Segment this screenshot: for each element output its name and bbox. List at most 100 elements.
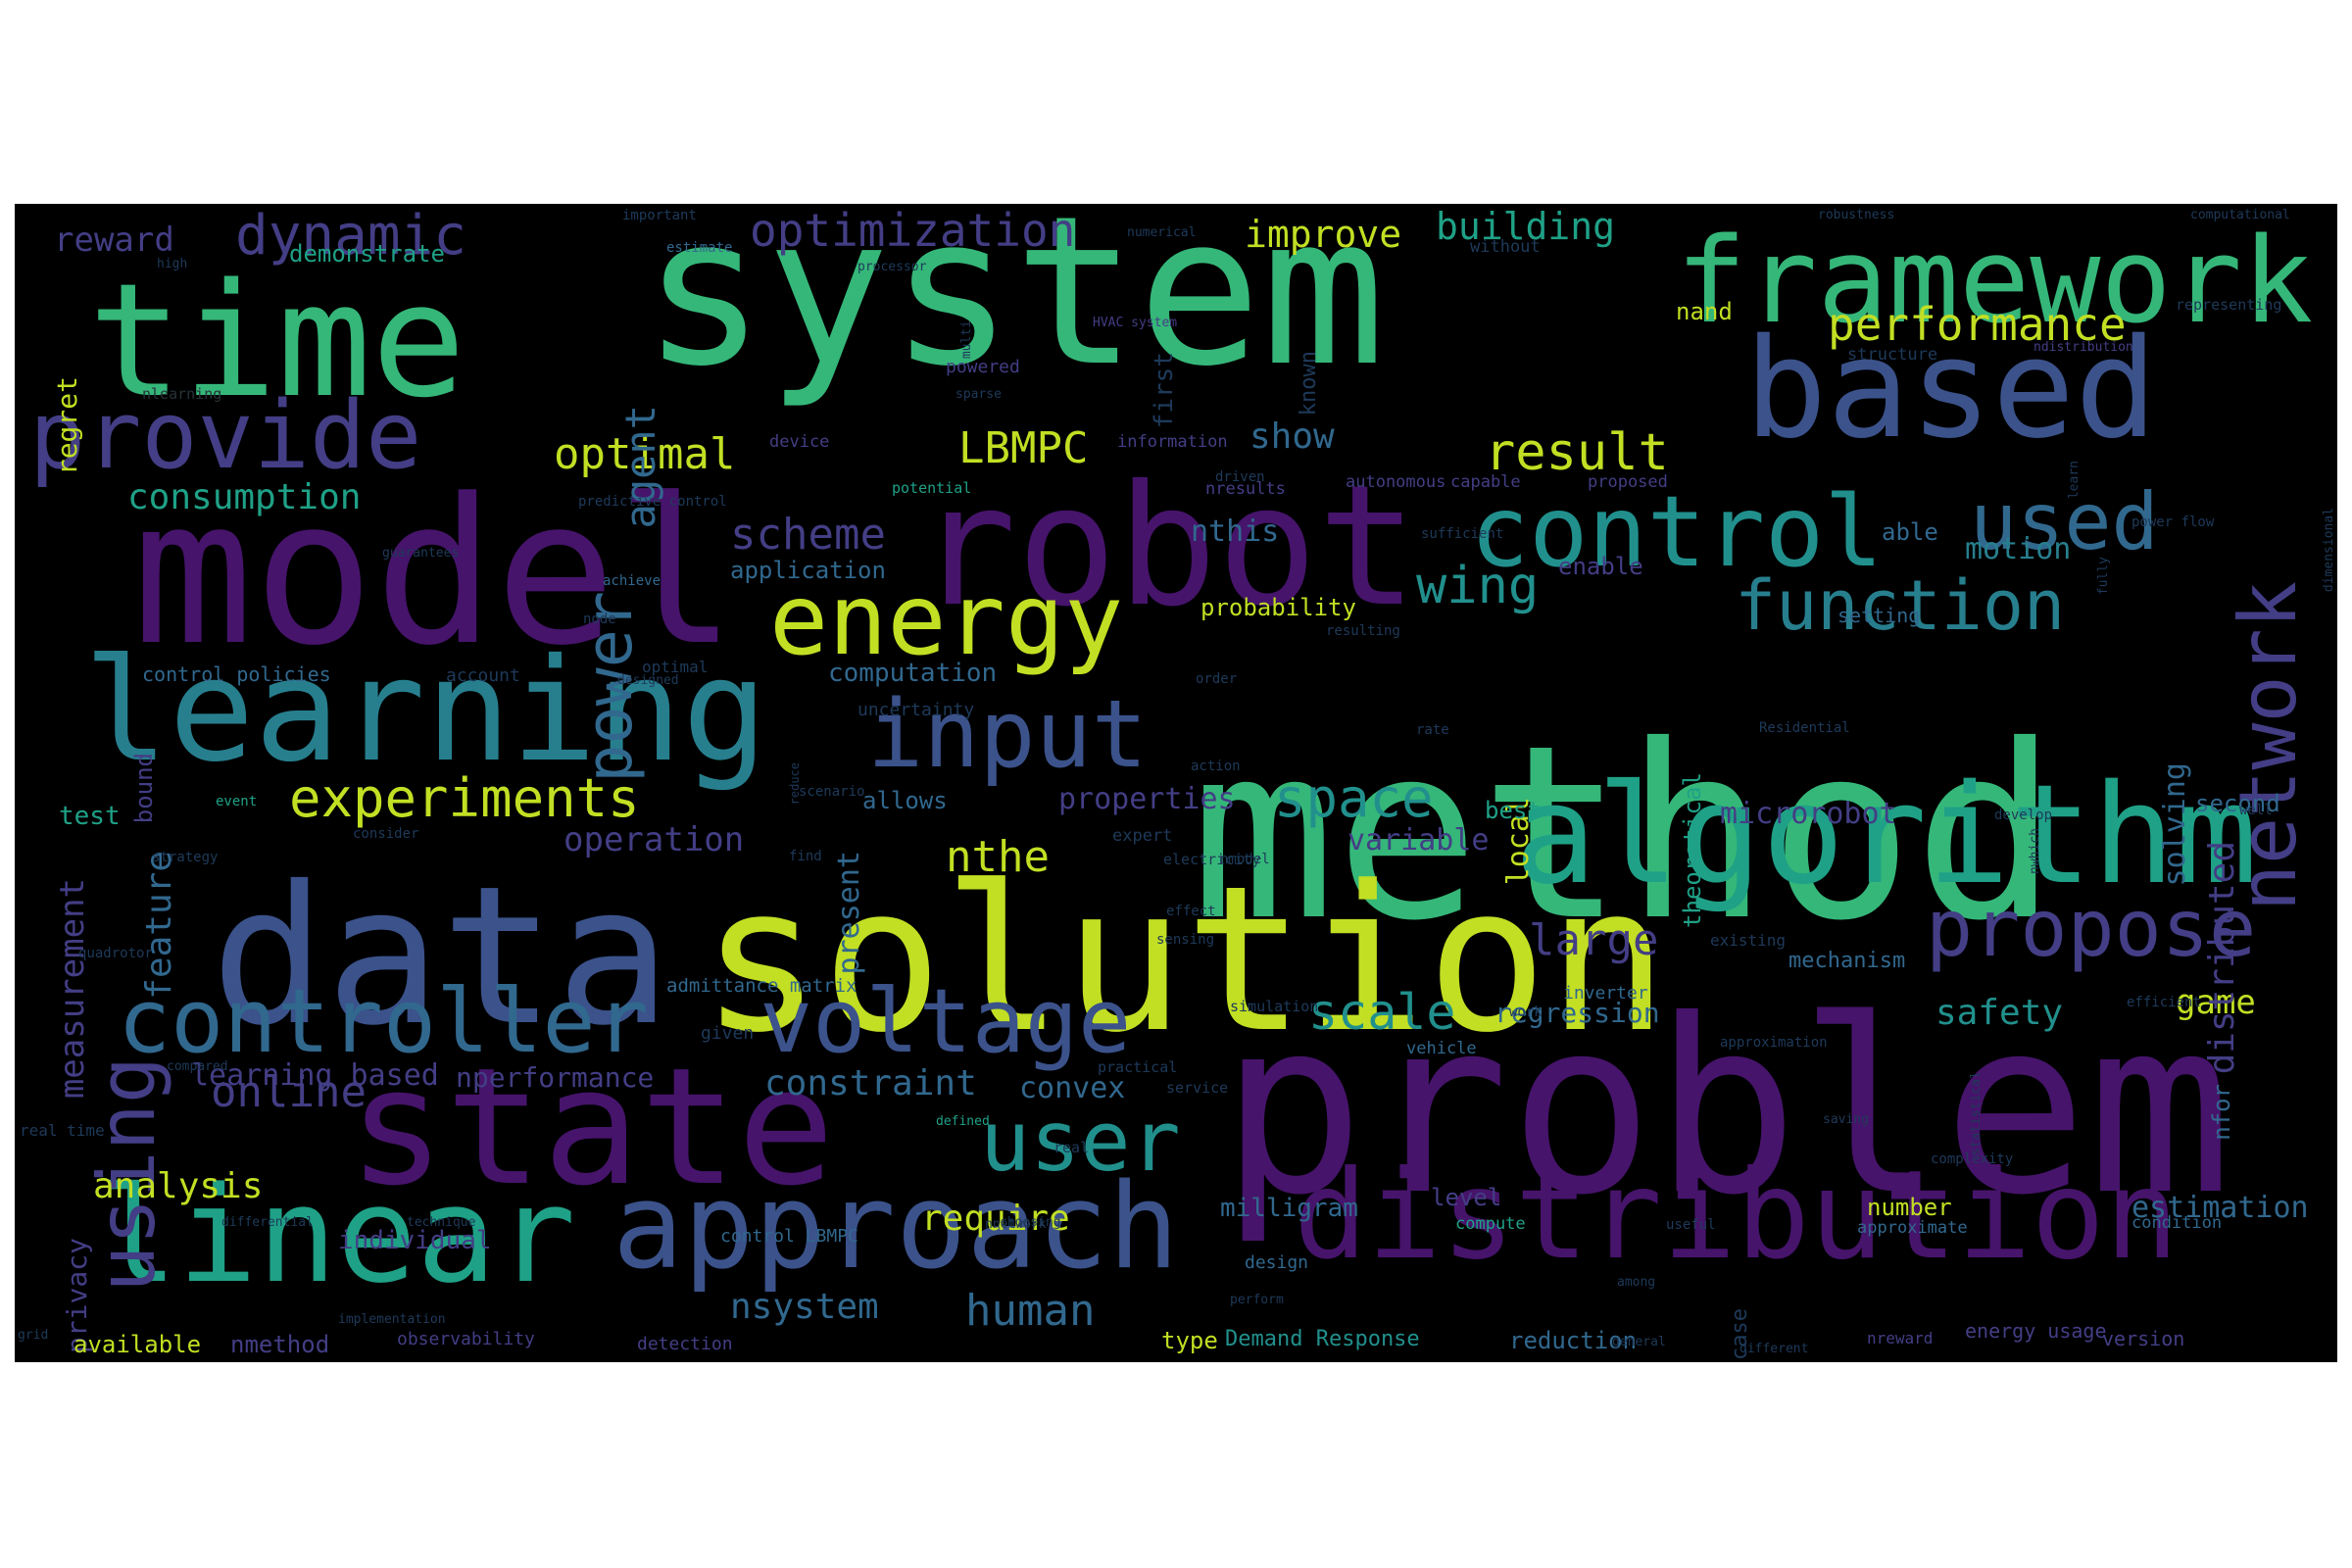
cloud-word: defined bbox=[936, 1114, 990, 1129]
cloud-word: information bbox=[1117, 432, 1228, 452]
cloud-word: approximate bbox=[1857, 1218, 1968, 1238]
cloud-word: powered bbox=[946, 357, 1020, 377]
cloud-word: simulation bbox=[1230, 998, 1319, 1015]
cloud-word: numerical bbox=[1127, 225, 1197, 240]
cloud-word: framework bbox=[1676, 214, 2314, 350]
cloud-word: linear bbox=[98, 1158, 576, 1312]
cloud-word: estimate bbox=[666, 240, 733, 256]
cloud-word: controller bbox=[118, 970, 649, 1073]
cloud-word: among bbox=[1617, 1275, 1656, 1290]
cloud-word: optimal bbox=[554, 429, 736, 479]
cloud-word: performance bbox=[1828, 298, 2127, 351]
cloud-word: saving bbox=[1823, 1112, 1869, 1127]
cloud-word: building bbox=[1436, 205, 1616, 248]
cloud-word: wing bbox=[1416, 557, 1540, 615]
cloud-word: representing bbox=[2176, 296, 2282, 314]
cloud-word: achieve bbox=[603, 573, 662, 589]
cloud-word: sparse bbox=[956, 387, 1002, 402]
cloud-word: LBMPC bbox=[958, 423, 1089, 473]
cloud-word: without bbox=[1470, 237, 1541, 257]
cloud-word: nand bbox=[1676, 298, 1733, 325]
cloud-word: power flow bbox=[2132, 514, 2215, 530]
cloud-word: consumption bbox=[127, 477, 362, 517]
cloud-word: predictive control bbox=[578, 494, 727, 510]
cloud-word: energy usage bbox=[1965, 1319, 2107, 1343]
cloud-word: improve bbox=[1245, 213, 1402, 256]
cloud-word: online bbox=[211, 1067, 367, 1117]
cloud-word: allows bbox=[862, 787, 948, 814]
cloud-word: ndistribution bbox=[2034, 340, 2133, 355]
cloud-word: feature bbox=[139, 851, 179, 1000]
cloud-word: demonstrate bbox=[289, 240, 445, 268]
cloud-word: proposed bbox=[1588, 472, 1668, 492]
cloud-word: provide bbox=[29, 382, 422, 490]
cloud-word: inverter bbox=[1563, 983, 1648, 1004]
cloud-word: algorithm bbox=[1514, 756, 2258, 915]
cloud-word: constraint bbox=[764, 1063, 977, 1103]
cloud-word: observability bbox=[397, 1329, 535, 1349]
cloud-word: practical bbox=[1098, 1058, 1178, 1076]
cloud-word: nmodel bbox=[1220, 852, 1270, 867]
cloud-word: computation bbox=[828, 659, 998, 688]
cloud-word: potential bbox=[892, 479, 972, 497]
cloud-word: Residential bbox=[1759, 720, 1850, 736]
cloud-word: human bbox=[965, 1286, 1096, 1336]
cloud-word: efficient bbox=[2127, 995, 2201, 1010]
cloud-word: used bbox=[1970, 476, 2159, 567]
cloud-word: sensing bbox=[1156, 932, 1215, 948]
cloud-word: space bbox=[1274, 767, 1434, 829]
cloud-word: large bbox=[1529, 915, 1659, 965]
cloud-word: dimensional bbox=[2322, 508, 2336, 593]
cloud-word: HVAC system bbox=[1093, 316, 1178, 330]
cloud-word: type bbox=[1161, 1327, 1218, 1354]
cloud-word: expert bbox=[1112, 826, 1173, 846]
cloud-word: structure bbox=[1847, 345, 1938, 365]
cloud-word: regret bbox=[51, 376, 83, 476]
cloud-word: available bbox=[74, 1331, 202, 1358]
cloud-word: system bbox=[642, 204, 1386, 412]
cloud-word: approximation bbox=[1720, 1035, 1828, 1051]
cloud-word: distributed bbox=[2202, 841, 2242, 1075]
cloud-word: nreward bbox=[1867, 1329, 1934, 1348]
cloud-word: estimation bbox=[2132, 1191, 2309, 1225]
cloud-word: nresults bbox=[1205, 479, 1286, 499]
cloud-word: compute bbox=[1455, 1214, 1526, 1234]
cloud-word: Demand Response bbox=[1225, 1327, 1420, 1351]
cloud-word: nwhich bbox=[2028, 828, 2042, 874]
cloud-word: real bbox=[1054, 1139, 1090, 1156]
cloud-word: properties bbox=[1058, 782, 1236, 816]
cloud-word: test bbox=[59, 802, 121, 831]
cloud-word: control policies bbox=[142, 662, 331, 686]
cloud-word: operation bbox=[564, 820, 745, 859]
cloud-word: solving bbox=[2158, 762, 2192, 887]
cloud-word: level bbox=[1431, 1184, 1502, 1211]
cloud-word: multi bbox=[959, 320, 974, 360]
cloud-word: approach bbox=[612, 1159, 1179, 1296]
cloud-word: regression bbox=[1494, 997, 1660, 1029]
cloud-word: known bbox=[1297, 351, 1321, 416]
cloud-word: nsystem bbox=[730, 1287, 879, 1327]
cloud-word: compared bbox=[167, 1059, 228, 1074]
cloud-word: milligram bbox=[1220, 1194, 1358, 1223]
cloud-word: theoretical bbox=[1679, 772, 1706, 928]
cloud-word: result bbox=[1485, 423, 1669, 482]
cloud-word: strategy bbox=[152, 850, 219, 865]
cloud-word: work bbox=[1509, 1004, 1543, 1020]
cloud-word: nnetwork bbox=[985, 1217, 1047, 1232]
cloud-word: learn bbox=[2067, 461, 2082, 500]
cloud-word: real time bbox=[20, 1121, 105, 1140]
cloud-word: microrobot bbox=[1720, 797, 1897, 831]
cloud-word: measurement bbox=[53, 878, 92, 1100]
cloud-word: high bbox=[157, 257, 188, 271]
cloud-word: safety bbox=[1936, 993, 2064, 1033]
cloud-word: experiments bbox=[289, 767, 640, 829]
cloud-word: model bbox=[132, 457, 738, 690]
cloud-word: important bbox=[622, 208, 697, 223]
cloud-word: find bbox=[789, 849, 822, 864]
cloud-word: probability bbox=[1200, 594, 1356, 621]
cloud-word: analysis bbox=[93, 1166, 264, 1206]
cloud-word: given bbox=[701, 1023, 755, 1044]
cloud-word: scenario bbox=[799, 784, 865, 800]
cloud-word: present bbox=[832, 851, 866, 975]
cloud-word: distribution bbox=[1294, 1145, 2180, 1287]
